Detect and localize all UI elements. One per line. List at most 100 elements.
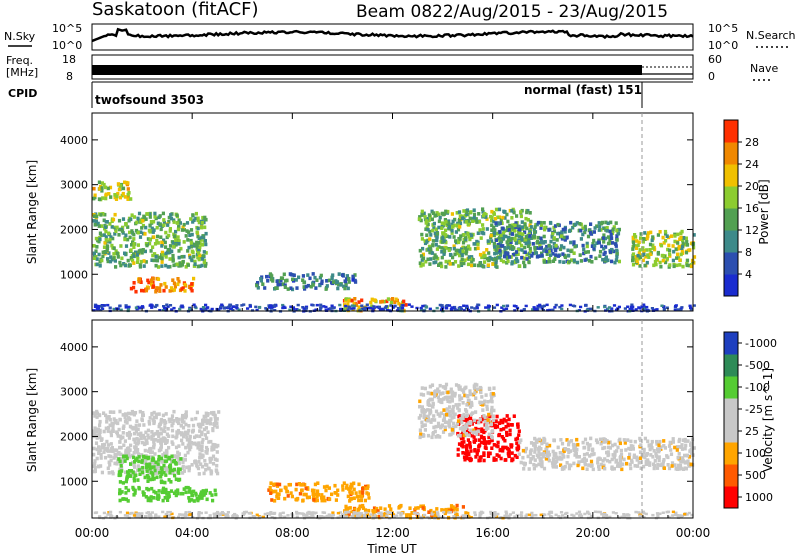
scatter-cell xyxy=(581,440,585,445)
scatter-cell xyxy=(677,246,681,251)
scatter-cell xyxy=(98,515,102,518)
scatter-cell xyxy=(658,230,662,234)
scatter-cell xyxy=(486,304,491,307)
scatter-cell xyxy=(191,423,196,428)
scatter-cell xyxy=(126,433,130,437)
scatter-cell xyxy=(104,229,108,234)
noise-sky-label: N.Sky xyxy=(4,30,36,43)
scatter-cell xyxy=(96,427,100,432)
scatter-cell xyxy=(113,448,117,452)
scatter-cell xyxy=(126,258,130,263)
scatter-cell xyxy=(608,446,612,450)
scatter-cell xyxy=(92,251,96,256)
scatter-cell xyxy=(104,196,108,201)
scatter-cell xyxy=(136,256,140,261)
scatter-cell xyxy=(476,246,480,251)
scatter-cell xyxy=(311,304,315,307)
scatter-cell xyxy=(539,452,543,456)
scatter-cell xyxy=(118,498,122,503)
scatter-cell xyxy=(680,249,684,253)
scatter-cell xyxy=(357,516,361,519)
scatter-cell xyxy=(166,223,170,227)
scatter-cell xyxy=(313,275,317,280)
scatter-cell xyxy=(308,276,312,281)
scatter-cell xyxy=(452,415,456,419)
scatter-cell xyxy=(135,419,139,423)
scatter-cell xyxy=(606,235,611,239)
scatter-cell xyxy=(483,445,487,450)
scatter-cell xyxy=(109,513,113,517)
scatter-cell xyxy=(193,435,197,440)
scatter-cell xyxy=(124,454,128,459)
scatter-cell xyxy=(495,223,499,227)
scatter-cell xyxy=(101,443,105,447)
scatter-cell xyxy=(456,406,460,410)
scatter-cell xyxy=(561,227,565,232)
scatter-cell xyxy=(678,514,682,517)
scatter-cell xyxy=(445,397,449,401)
scatter-cell xyxy=(454,248,458,253)
scatter-cell xyxy=(203,433,207,437)
scatter-cell xyxy=(428,391,432,396)
scatter-cell xyxy=(150,486,154,491)
scatter-cell xyxy=(430,383,435,387)
scatter-cell xyxy=(602,512,606,516)
scatter-cell xyxy=(508,255,512,259)
scatter-cell xyxy=(465,449,469,454)
scatter-cell xyxy=(158,471,162,475)
time-axis-label: Time UT xyxy=(366,542,417,554)
scatter-cell xyxy=(400,511,404,515)
scatter-cell xyxy=(543,225,547,230)
scatter-cell xyxy=(355,514,360,518)
scatter-cell xyxy=(602,240,606,244)
scatter-cell xyxy=(96,238,100,243)
x-tick-label: 04:00 xyxy=(175,526,210,540)
scatter-cell xyxy=(128,448,132,452)
scatter-cell xyxy=(662,305,666,308)
scatter-cell xyxy=(481,511,485,514)
scatter-cell xyxy=(106,429,110,433)
scatter-cell xyxy=(344,297,348,301)
scatter-cell xyxy=(534,307,538,311)
scatter-cell xyxy=(171,442,175,446)
power-colorbar-tick-label: 20 xyxy=(745,180,759,193)
scatter-cell xyxy=(434,255,438,259)
x-tick-label: 00:00 xyxy=(75,526,110,540)
scatter-cell xyxy=(560,441,565,446)
scatter-cell xyxy=(361,503,365,508)
scatter-cell xyxy=(583,227,587,232)
scatter-cell xyxy=(526,244,531,248)
scatter-cell xyxy=(163,281,167,286)
scatter-cell xyxy=(539,226,543,230)
scatter-cell xyxy=(380,299,384,304)
scatter-cell xyxy=(480,255,484,260)
scatter-cell xyxy=(220,303,224,306)
scatter-cell xyxy=(490,435,494,440)
scatter-cell xyxy=(461,451,465,455)
scatter-cell xyxy=(526,218,530,222)
scatter-cell xyxy=(603,445,607,450)
scatter-cell xyxy=(642,516,646,519)
nave-label: Nave xyxy=(750,62,778,75)
scatter-cell xyxy=(648,447,652,452)
scatter-cell xyxy=(123,514,127,517)
scatter-cell xyxy=(198,456,202,460)
scatter-cell xyxy=(449,395,453,400)
scatter-cell xyxy=(156,234,160,239)
scatter-cell xyxy=(482,437,486,442)
scatter-cell xyxy=(576,463,580,468)
scatter-cell xyxy=(313,482,317,487)
scatter-cell xyxy=(148,416,152,420)
scatter-cell xyxy=(480,435,484,440)
scatter-cell xyxy=(466,231,470,236)
scatter-cell xyxy=(597,467,601,471)
scatter-cell xyxy=(100,258,104,263)
scatter-cell xyxy=(275,492,279,496)
scatter-cell xyxy=(370,297,374,302)
scatter-cell xyxy=(532,227,536,232)
scatter-cell xyxy=(583,445,587,450)
scatter-cell xyxy=(465,422,469,427)
scatter-cell xyxy=(525,513,529,516)
y-tick-label: 2000 xyxy=(60,430,88,443)
scatter-cell xyxy=(593,226,597,230)
